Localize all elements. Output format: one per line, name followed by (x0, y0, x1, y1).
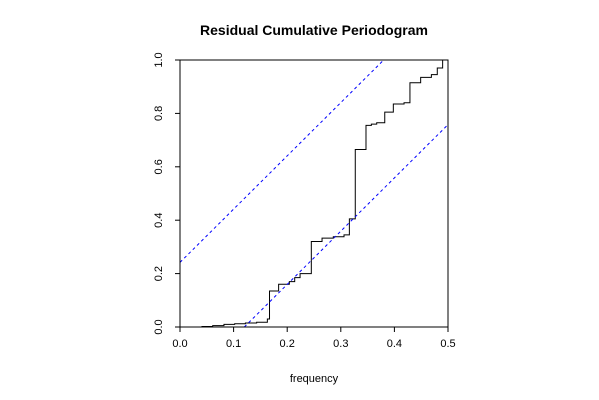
plot-frame (179, 59, 449, 328)
y-tick-label: 0.4 (153, 213, 165, 228)
y-tick-label: 0.2 (153, 266, 165, 281)
lower-confidence-band-line (243, 124, 448, 327)
y-tick-label: 1.0 (153, 52, 165, 67)
y-tick-label: 0.6 (153, 159, 165, 174)
x-axis-label: frequency (290, 373, 339, 385)
periodogram-step-line (190, 60, 448, 327)
x-axis: 0.0 0.1 0.2 0.3 0.4 0.5 (172, 327, 456, 350)
y-tick-label: 0.0 (153, 319, 165, 334)
chart-title: Residual Cumulative Periodogram (200, 22, 428, 38)
x-tick-label: 0.0 (172, 338, 187, 350)
y-tick-label: 0.8 (153, 106, 165, 121)
x-tick-label: 0.4 (387, 338, 402, 350)
y-axis: 0.0 0.2 0.4 0.6 0.8 1.0 (153, 52, 180, 335)
x-tick-label: 0.3 (333, 338, 348, 350)
x-tick-label: 0.5 (440, 338, 455, 350)
x-tick-label: 0.2 (280, 338, 295, 350)
upper-confidence-band-line (180, 60, 385, 263)
x-tick-label: 0.1 (226, 338, 241, 350)
